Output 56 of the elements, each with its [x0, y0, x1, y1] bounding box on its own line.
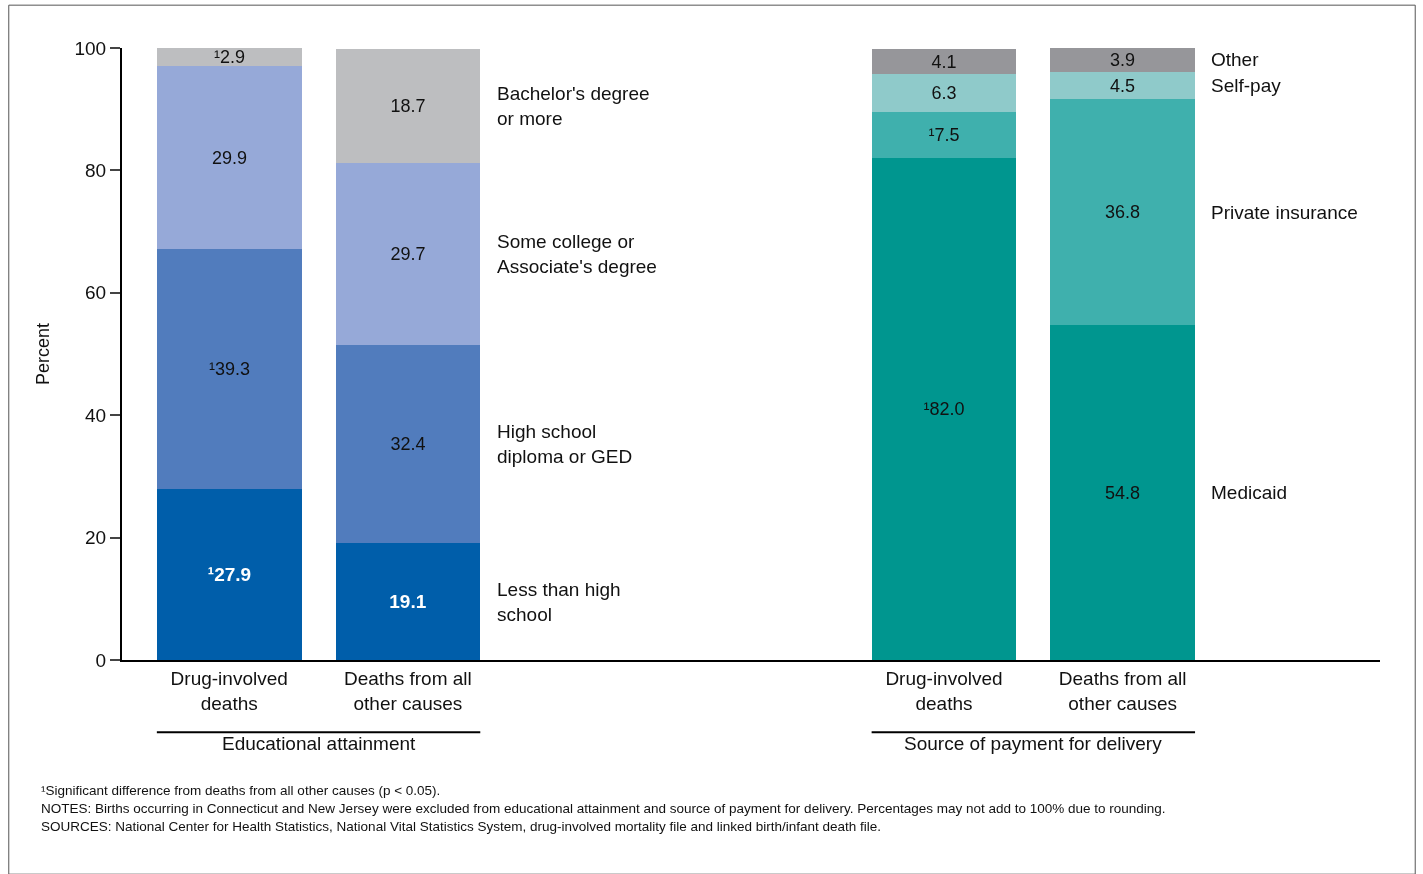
y-tick-label: 100 — [74, 37, 107, 59]
x-tick-label: Deaths from all other causes — [344, 667, 472, 714]
data-label: 4.1 — [931, 51, 957, 72]
bar — [336, 163, 480, 345]
bar — [157, 66, 302, 249]
y-tick-label: 80 — [85, 160, 107, 182]
bar — [1050, 48, 1195, 72]
source-note: SOURCES: National Center for Health Statistics, National Vital Statistics System, drug-involved mortality file and linked birth/infant death file. — [41, 819, 882, 834]
y-tick-label: 20 — [85, 527, 107, 549]
series-label: Medicaid — [1211, 482, 1288, 503]
series-label: Private insurance — [1211, 202, 1358, 223]
series-label: Self-pay — [1211, 75, 1282, 96]
text: Educational attainment — [222, 733, 417, 754]
data-label: 54.8 — [1104, 482, 1141, 503]
bar — [1050, 72, 1195, 99]
y-axis-title: Percent — [33, 322, 54, 386]
data-label: 3.9 — [1109, 50, 1136, 70]
data-label: ¹2.9 — [213, 47, 246, 67]
data-label: 18.7 — [390, 96, 426, 116]
bar — [1050, 325, 1195, 660]
data-label: ¹39.3 — [208, 359, 251, 379]
bar — [157, 48, 302, 66]
series-label: Some college or Associate's degree — [497, 231, 657, 277]
y-tick-label: 0 — [95, 649, 107, 671]
data-label: ¹7.5 — [928, 125, 960, 145]
bar — [872, 158, 1016, 660]
x-tick-label: Drug-involved deaths — [885, 667, 1003, 714]
y-tick-label: 60 — [85, 282, 107, 304]
bar — [157, 249, 302, 489]
bar — [872, 74, 1016, 112]
series-label: High school diploma or GED — [497, 421, 633, 467]
data-label: ¹82.0 — [923, 399, 965, 419]
series-label: Less than high school — [497, 579, 621, 625]
data-label: 29.9 — [211, 147, 248, 168]
series-label: Bachelor's degree or more — [497, 83, 650, 129]
x-tick-label: Deaths from all other causes — [1058, 667, 1187, 714]
data-label: 4.5 — [1109, 75, 1136, 96]
data-label: 19.1 — [389, 591, 427, 612]
text: ¹Significant difference from deaths from all other causes (p < 0.05). — [41, 783, 441, 798]
bar — [1050, 99, 1195, 325]
bar — [872, 112, 1016, 158]
data-label: ¹27.9 — [207, 564, 252, 585]
data-label: 32.4 — [390, 434, 426, 454]
bar — [336, 543, 480, 660]
bar — [872, 49, 1016, 74]
data-label: 6.3 — [931, 83, 957, 103]
y-tick-label: 40 — [85, 404, 107, 426]
text: NOTES: Births occurring in Connecticut and New Jersey were excluded from educational attainment and source of payment for delivery. Percentages may not add to 100% due to rounding. — [41, 801, 1166, 816]
series-label: Other — [1211, 49, 1260, 70]
bar — [336, 345, 480, 543]
bar — [157, 489, 302, 660]
bar — [336, 49, 480, 163]
data-label: 29.7 — [390, 244, 426, 264]
x-tick-label: Drug-involved deaths — [170, 667, 288, 714]
source-note: Source of payment for delivery — [904, 733, 1163, 754]
data-label: 36.8 — [1104, 202, 1141, 222]
